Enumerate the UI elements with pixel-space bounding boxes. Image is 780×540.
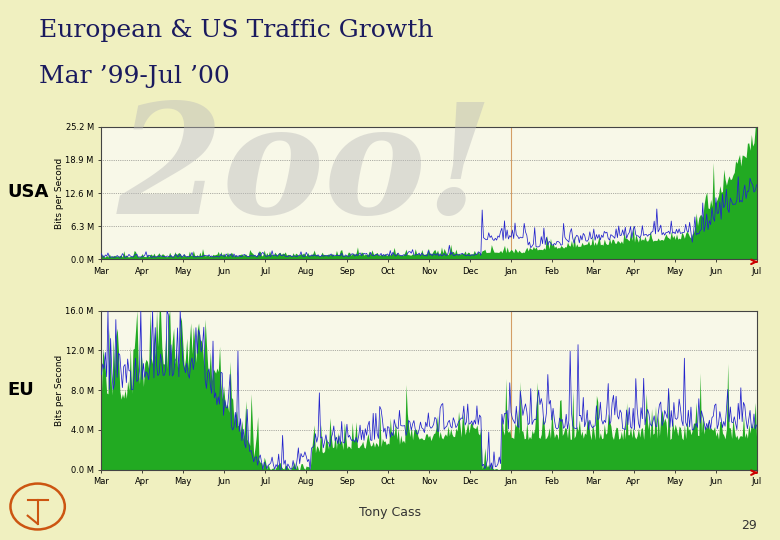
Text: 2oo!: 2oo! bbox=[117, 97, 494, 246]
Text: USA: USA bbox=[8, 183, 49, 201]
Y-axis label: Bits per Second: Bits per Second bbox=[55, 158, 64, 228]
Text: 29: 29 bbox=[741, 519, 757, 532]
Text: European & US Traffic Growth: European & US Traffic Growth bbox=[39, 19, 434, 42]
Text: EU: EU bbox=[8, 381, 34, 399]
Text: Tony Cass: Tony Cass bbox=[359, 505, 421, 519]
Text: Mar ’99-Jul ’00: Mar ’99-Jul ’00 bbox=[39, 65, 230, 88]
Y-axis label: Bits per Second: Bits per Second bbox=[55, 355, 64, 426]
